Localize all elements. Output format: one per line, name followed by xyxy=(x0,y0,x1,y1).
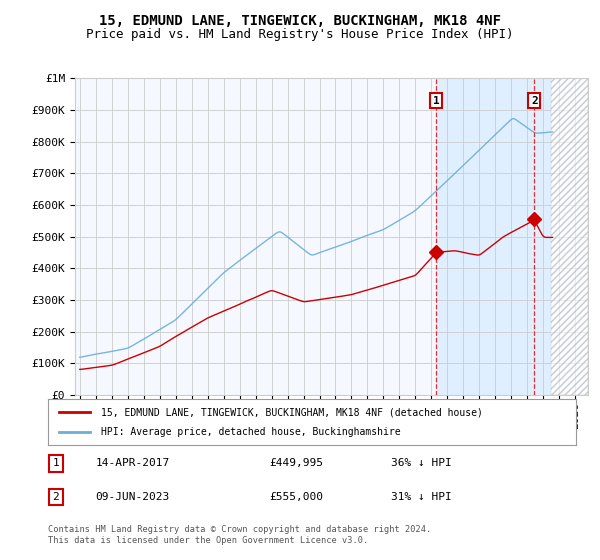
Text: 09-JUN-2023: 09-JUN-2023 xyxy=(95,492,170,502)
Text: 2: 2 xyxy=(531,96,538,105)
Text: 15, EDMUND LANE, TINGEWICK, BUCKINGHAM, MK18 4NF (detached house): 15, EDMUND LANE, TINGEWICK, BUCKINGHAM, … xyxy=(101,407,482,417)
Text: 36% ↓ HPI: 36% ↓ HPI xyxy=(391,459,452,468)
Text: £555,000: £555,000 xyxy=(270,492,324,502)
Text: 1: 1 xyxy=(433,96,439,105)
Text: 2: 2 xyxy=(53,492,59,502)
Text: 1: 1 xyxy=(53,459,59,468)
Text: 14-APR-2017: 14-APR-2017 xyxy=(95,459,170,468)
Text: Price paid vs. HM Land Registry's House Price Index (HPI): Price paid vs. HM Land Registry's House … xyxy=(86,28,514,41)
Text: 31% ↓ HPI: 31% ↓ HPI xyxy=(391,492,452,502)
Text: 15, EDMUND LANE, TINGEWICK, BUCKINGHAM, MK18 4NF: 15, EDMUND LANE, TINGEWICK, BUCKINGHAM, … xyxy=(99,14,501,28)
Text: £449,995: £449,995 xyxy=(270,459,324,468)
Text: HPI: Average price, detached house, Buckinghamshire: HPI: Average price, detached house, Buck… xyxy=(101,427,400,437)
Bar xyxy=(436,78,551,395)
Text: Contains HM Land Registry data © Crown copyright and database right 2024.
This d: Contains HM Land Registry data © Crown c… xyxy=(48,525,431,545)
